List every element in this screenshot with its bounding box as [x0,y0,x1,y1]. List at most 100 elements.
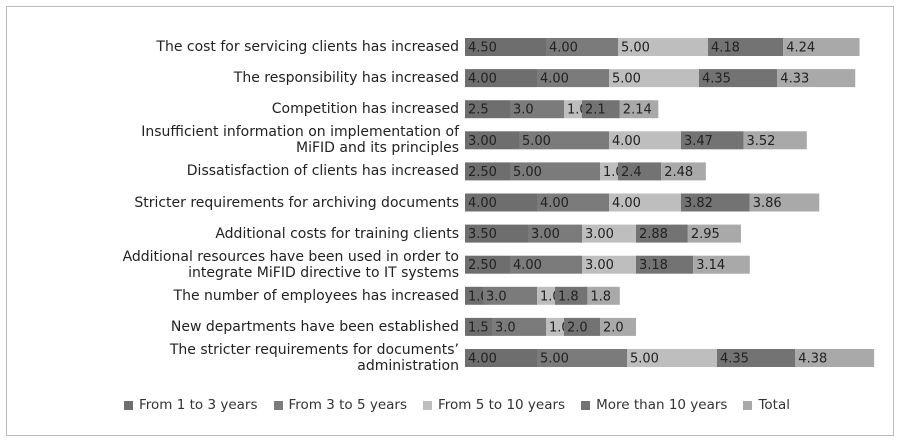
legend-label: More than 10 years [596,397,728,413]
data-label: 4.00 [612,196,641,211]
data-label: 3.0 [513,103,534,118]
bar-segment [636,224,688,243]
bar-segment [582,255,636,274]
legend-item: Total [743,397,790,413]
data-label: 5.00 [630,352,659,367]
data-label: 2.48 [664,165,693,180]
bar-segment [465,317,492,336]
legend: From 1 to 3 years From 3 to 5 years From 5… [0,397,914,413]
data-label: 4.35 [702,72,731,87]
bar-segment [582,100,620,119]
data-label: 2.50 [468,258,497,273]
data-label: 3.0 [486,289,507,304]
data-label: 3.82 [684,196,713,211]
legend-label: From 5 to 10 years [438,397,566,413]
bar-segment [564,317,600,336]
bar-segment [465,162,510,181]
bar-segment [510,100,564,119]
bar-segment [492,317,546,336]
bar-segment [618,38,708,56]
data-label: 3.50 [468,227,497,242]
data-label: 2.95 [691,227,720,242]
bar-segment [708,38,784,56]
bar-segment [693,255,750,274]
data-label: 1.8 [558,289,579,304]
data-label: 5.00 [612,72,641,87]
bar-segment [795,349,875,367]
bar-segment [465,131,519,150]
bar-segment [537,193,609,212]
data-label: 3.86 [753,196,782,211]
bar-segment [555,286,588,305]
data-label: 4.00 [540,72,569,87]
bar-segment [483,286,537,305]
data-label: 4.00 [468,72,497,87]
bar-segment [537,349,627,367]
legend-label: Total [758,397,790,413]
data-label: 4.24 [786,41,815,56]
data-label: 3.00 [585,227,614,242]
data-label: 3.00 [585,258,614,273]
bar-segment [600,317,636,336]
bar-segment [609,69,699,88]
bar-segment [465,286,483,305]
category-label: Stricter requirements for archiving docu… [134,194,459,211]
data-label: 4.00 [468,352,497,367]
data-label: 5.00 [513,165,542,180]
bar-segment [510,255,582,274]
bar-segment [582,224,636,243]
category-label: The responsibility has increased [233,70,459,87]
legend-swatch [423,400,432,410]
bar-segment [546,38,618,56]
bar-segment [465,349,537,367]
bar-segment [465,69,537,88]
data-label: 3.52 [746,134,775,149]
legend-swatch [743,400,753,410]
bar-segment [465,193,537,212]
data-label: 2.14 [623,103,652,118]
legend-item: From 3 to 5 years [273,397,407,413]
bar-segment [743,131,807,150]
data-label: 5.00 [621,41,650,56]
bar-segment [717,349,796,367]
bar-segment [465,255,510,274]
bar-segment [519,131,609,150]
legend-item: From 1 to 3 years [124,397,258,413]
bar-segment [681,131,744,150]
bar-segment [465,38,546,56]
category-label: Additional resources have been used in o… [122,248,459,281]
chart-frame [6,6,894,436]
bar-segment [636,255,694,274]
category-label: Competition has increased [271,101,459,118]
data-label: 4.18 [711,41,740,56]
legend-swatch [124,400,133,410]
bar-segment [687,224,741,243]
category-label: The stricter requirements for documents’… [169,342,459,374]
legend-swatch [581,400,591,410]
data-label: 3.00 [468,134,497,149]
bar-segment [564,100,582,119]
bar-segment [587,286,620,305]
data-label: 1.8 [590,289,611,304]
category-label: Additional costs for training clients [215,225,459,242]
category-label: The cost for servicing clients has incre… [156,39,459,55]
legend-item: From 5 to 10 years [423,397,565,413]
data-label: 2.0 [603,320,624,335]
bar-segment [627,349,717,367]
bar-segment [777,69,856,88]
category-label: New departments have been established [170,318,459,335]
data-label: 2.0 [567,320,588,335]
bar-segment [609,131,681,150]
data-label: 4.33 [780,72,809,87]
data-label: 3.00 [531,227,560,242]
data-label: 4.35 [720,352,749,367]
bar-segment [681,193,750,212]
data-label: 3.18 [639,258,668,273]
data-label: 2.88 [639,227,668,242]
bar-segment [618,162,662,181]
data-label: 3.0 [495,320,516,335]
bar-segment [537,69,609,88]
data-label: 1.5 [468,320,489,335]
